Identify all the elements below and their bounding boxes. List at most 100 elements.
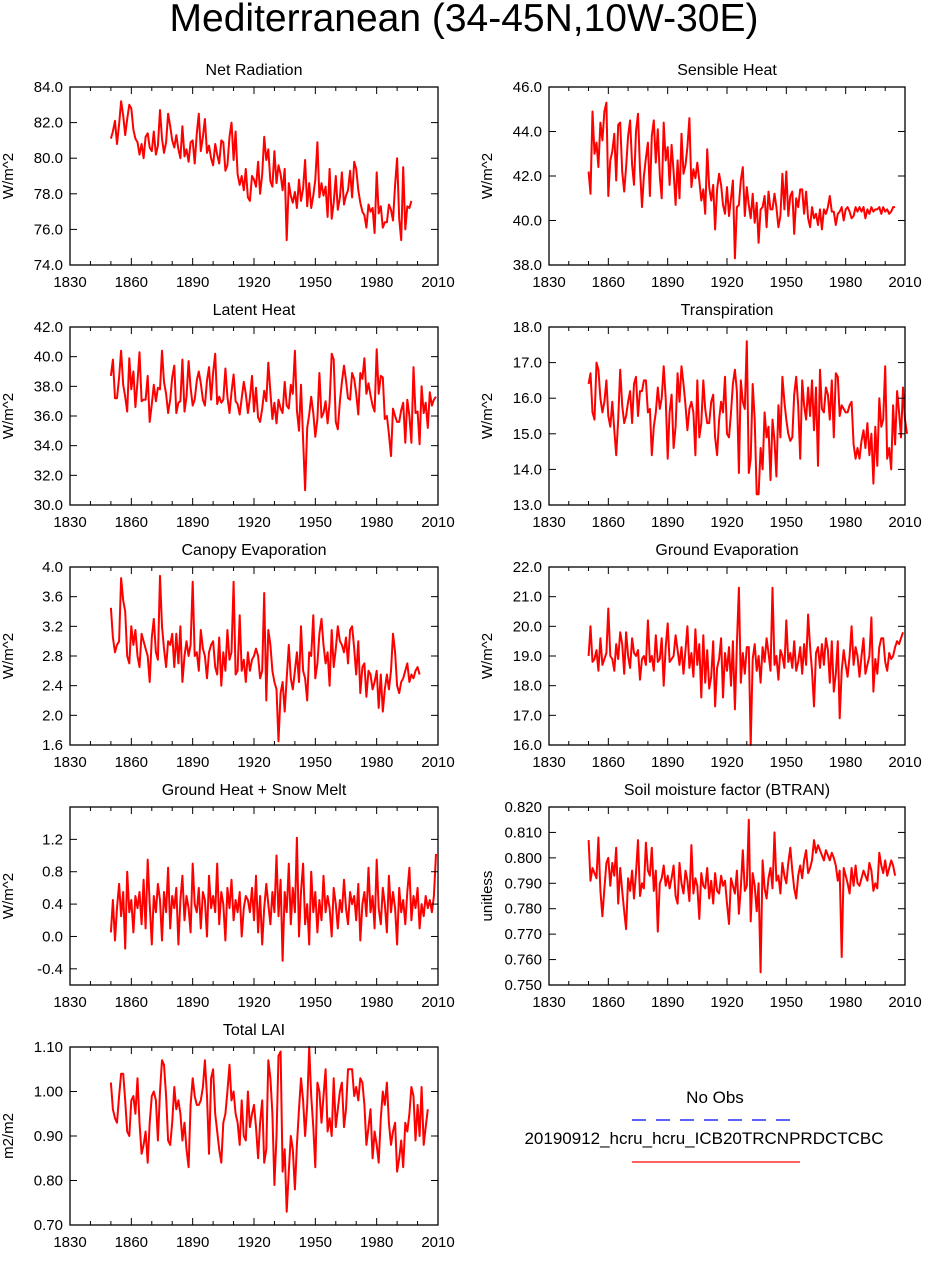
y-tick-label: 82.0 [34, 115, 63, 132]
y-tick-label: 0.0 [42, 928, 63, 945]
x-tick-label: 1920 [710, 514, 743, 531]
y-tick-label: -0.4 [37, 961, 63, 978]
x-tick-label: 1980 [829, 274, 862, 291]
y-tick-label: 30.0 [34, 497, 63, 514]
x-tick-label: 1890 [651, 994, 684, 1011]
x-tick-label: 1890 [176, 994, 209, 1011]
y-tick-label: 0.770 [504, 926, 542, 943]
x-tick-label: 1950 [770, 994, 803, 1011]
x-tick-label: 1860 [115, 514, 148, 531]
y-tick-label: 44.0 [513, 124, 542, 141]
series-line [587, 101, 896, 260]
y-tick-label: 15.0 [513, 426, 542, 443]
x-tick-label: 1950 [770, 514, 803, 531]
y-tick-label: 46.0 [513, 79, 542, 96]
y-tick-label: 40.0 [513, 213, 542, 230]
y-tick-label: 76.0 [34, 221, 63, 238]
x-tick-label: 1980 [360, 514, 393, 531]
y-tick-label: 78.0 [34, 186, 63, 203]
x-tick-label: 2010 [888, 514, 921, 531]
x-tick-label: 1950 [770, 274, 803, 291]
series-line [109, 1046, 429, 1213]
panel-8: 1830 1860 1890 1920 1950 1980 2010 0.750 0.760 0.… [479, 782, 922, 1011]
panel-title: Latent Heat [213, 302, 296, 319]
y-tick-label: 2.4 [42, 678, 63, 695]
y-tick-label: 17.0 [513, 707, 542, 724]
y-tick-label: 0.820 [504, 799, 542, 816]
y-tick-label: 0.780 [504, 901, 542, 918]
x-tick-label: 1860 [592, 754, 625, 771]
x-tick-label: 2010 [421, 994, 454, 1011]
x-tick-label: 2010 [421, 514, 454, 531]
x-tick-label: 1950 [299, 1234, 332, 1251]
x-tick-label: 1980 [829, 754, 862, 771]
plot-frame [548, 86, 906, 266]
x-tick-label: 1920 [237, 994, 270, 1011]
x-tick-label: 1890 [176, 1234, 209, 1251]
y-tick-label: 0.80 [34, 1173, 63, 1190]
panel-title: Soil moisture factor (BTRAN) [624, 782, 830, 799]
series-line [587, 586, 904, 746]
y-tick-label: 84.0 [34, 79, 63, 96]
x-tick-label: 1980 [360, 1234, 393, 1251]
panel-7: 1830 1860 1890 1920 1950 1980 2010 -0.4 0.0 0.4 0.… [0, 782, 455, 1011]
y-tick-label: 14.0 [513, 461, 542, 478]
panel-1: 1830 1860 1890 1920 1950 1980 2010 74.0 76.0 78.0… [0, 62, 455, 291]
y-tick-label: 42.0 [513, 168, 542, 185]
x-tick-label: 1890 [176, 274, 209, 291]
x-tick-label: 1890 [651, 514, 684, 531]
x-tick-label: 1920 [710, 754, 743, 771]
y-tick-label: 1.00 [34, 1084, 63, 1101]
x-tick-label: 1860 [115, 274, 148, 291]
y-tick-label: 40.0 [34, 349, 63, 366]
y-tick-label: 0.800 [504, 850, 542, 867]
y-tick-label: 38.0 [34, 378, 63, 395]
x-tick-label: 1890 [651, 754, 684, 771]
y-tick-label: 16.0 [513, 737, 542, 754]
y-tick-label: 22.0 [513, 559, 542, 576]
x-tick-label: 2010 [421, 754, 454, 771]
y-tick-label: 2.0 [42, 707, 63, 724]
y-tick-label: 0.810 [504, 824, 542, 841]
x-tick-label: 1830 [53, 1234, 86, 1251]
plot-frame [69, 86, 439, 266]
x-tick-label: 1950 [299, 754, 332, 771]
x-tick-label: 1890 [176, 514, 209, 531]
y-tick-label: 80.0 [34, 150, 63, 167]
x-tick-label: 1860 [592, 274, 625, 291]
y-tick-label: 1.10 [34, 1039, 63, 1056]
y-axis-label: unitless [479, 871, 496, 922]
y-tick-label: 18.0 [513, 319, 542, 336]
series-line [109, 574, 421, 743]
y-tick-label: 17.0 [513, 355, 542, 372]
y-axis-label: W/m^2 [0, 873, 17, 919]
x-tick-label: 1980 [360, 754, 393, 771]
x-tick-label: 1830 [53, 754, 86, 771]
y-tick-label: 0.90 [34, 1128, 63, 1145]
x-tick-label: 1830 [532, 514, 565, 531]
x-tick-label: 1920 [710, 994, 743, 1011]
y-tick-label: 2.8 [42, 648, 63, 665]
y-tick-label: 3.2 [42, 618, 63, 635]
x-tick-label: 1950 [299, 994, 332, 1011]
x-tick-label: 2010 [421, 274, 454, 291]
y-tick-label: 13.0 [513, 497, 542, 514]
x-tick-label: 1860 [115, 754, 148, 771]
x-tick-label: 1920 [237, 514, 270, 531]
figure-title: Mediterranean (34-45N,10W-30E) [169, 0, 759, 40]
x-tick-label: 1830 [532, 994, 565, 1011]
x-tick-label: 1980 [360, 274, 393, 291]
panel-title: Ground Evaporation [655, 542, 798, 559]
legend-obs-label: No Obs [686, 1088, 744, 1107]
y-axis-label: W/m^2 [479, 393, 496, 439]
panel-title: Ground Heat + Snow Melt [162, 782, 347, 799]
panel-title: Canopy Evaporation [182, 542, 327, 559]
x-tick-label: 1830 [53, 994, 86, 1011]
y-tick-label: 34.0 [34, 438, 63, 455]
y-tick-label: 0.790 [504, 875, 542, 892]
y-tick-label: 38.0 [513, 257, 542, 274]
x-tick-label: 1860 [115, 1234, 148, 1251]
panel-title: Transpiration [681, 302, 774, 319]
y-tick-label: 3.6 [42, 589, 63, 606]
